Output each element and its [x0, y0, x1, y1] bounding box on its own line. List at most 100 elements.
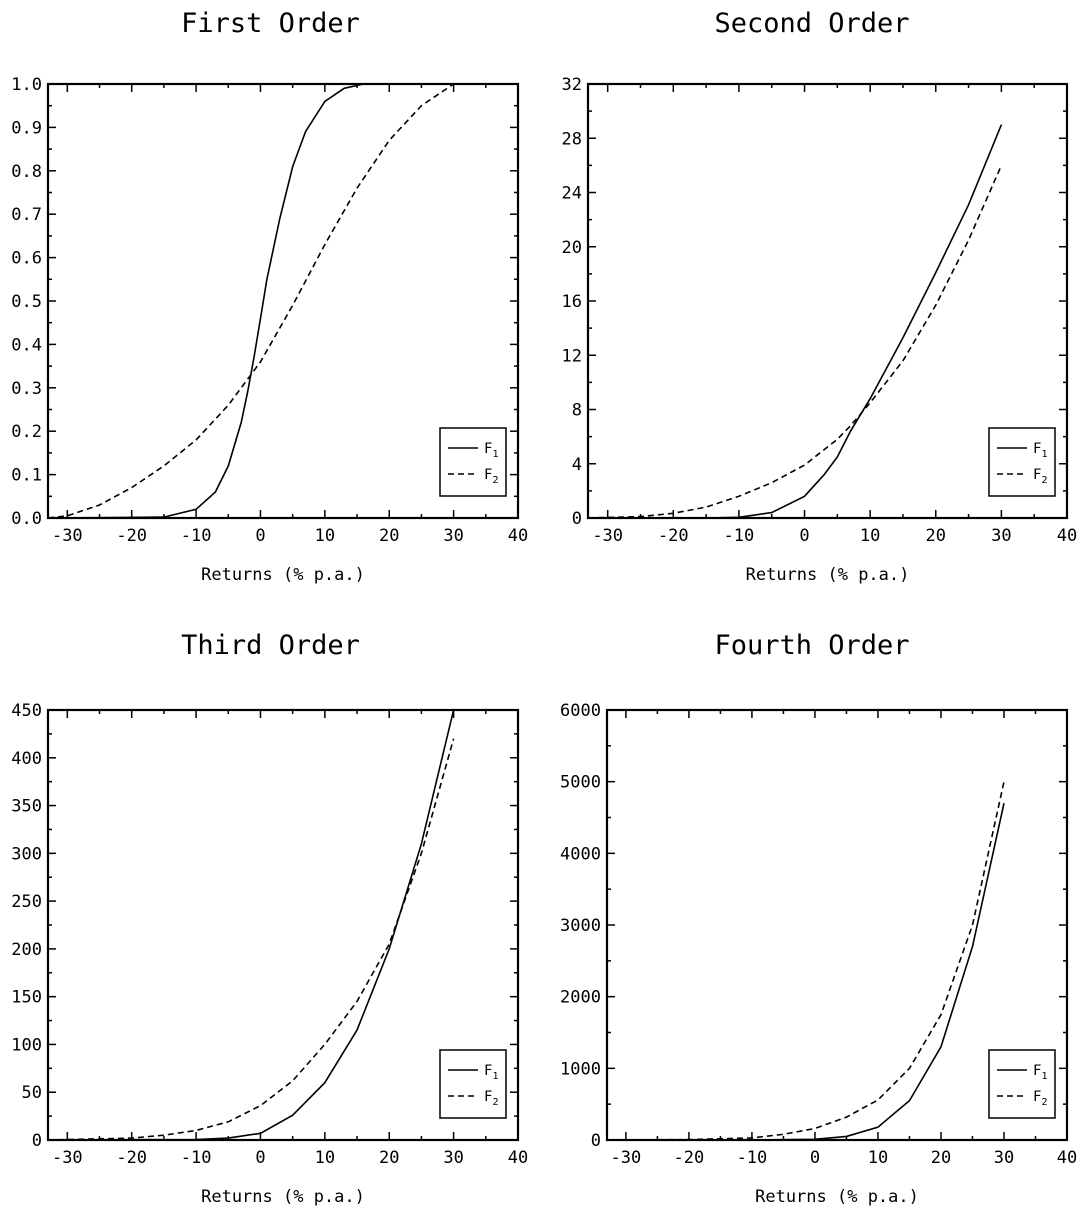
- legend-label: F2: [1033, 1089, 1047, 1108]
- x-tick-label: 20: [379, 1148, 399, 1168]
- y-tick-label: 200: [11, 940, 42, 960]
- chart-plot: -30 -20 -10 0 10 20 30 40 0.0 0.1 0.2 0.3 0.4 0.5 0.6 0…: [11, 75, 528, 585]
- chart-plot: -30 -20 -10 0 10 20 30 40 0 4 8 12 16 20 24 28 32 Returns…: [562, 75, 1078, 585]
- y-tick-label: 0.8: [11, 162, 42, 182]
- y-tick-label: 4: [572, 455, 582, 475]
- y-tick-label: 150: [11, 988, 42, 1008]
- x-tick-label: 20: [931, 1148, 951, 1168]
- x-tick-label: 40: [508, 526, 528, 546]
- legend-box: [988, 1049, 1056, 1119]
- legend-box: [439, 1049, 507, 1119]
- legend-box: [988, 427, 1056, 497]
- y-tick-label: 0.7: [11, 205, 42, 225]
- y-tick-label: 28: [562, 129, 582, 149]
- x-tick-label: 0: [255, 526, 265, 546]
- y-tick-label: 3000: [560, 916, 601, 936]
- x-tick-label: -20: [116, 1148, 147, 1168]
- x-axis-label: Returns (% p.a.): [201, 565, 365, 585]
- legend-box: [439, 427, 507, 497]
- y-tick-label: 4000: [560, 844, 601, 864]
- y-tick-label: 6000: [560, 701, 601, 721]
- chart-panel-first-order: First Order -30 -20 -10 0 10 20 30 40 0.0 0.1 0.2 0…: [0, 0, 541, 608]
- y-tick-label: 400: [11, 749, 42, 769]
- x-tick-label: -10: [181, 526, 212, 546]
- x-tick-label: 30: [991, 526, 1011, 546]
- y-tick-label: 1000: [560, 1059, 601, 1079]
- x-tick-label: -20: [658, 526, 689, 546]
- x-tick-label: 10: [868, 1148, 888, 1168]
- y-tick-label: 0.6: [11, 249, 42, 269]
- y-tick-label: 350: [11, 797, 42, 817]
- y-tick-label: 450: [11, 701, 42, 721]
- chart-title: Fourth Order: [714, 630, 910, 661]
- series-line-f1: [588, 124, 1003, 519]
- x-tick-label: 30: [994, 1148, 1014, 1168]
- y-tick-label: 0.2: [11, 422, 42, 442]
- x-axis-label: Returns (% p.a.): [755, 1187, 919, 1207]
- chart-title: First Order: [181, 8, 360, 39]
- y-tick-label: 8: [572, 401, 582, 421]
- x-tick-label: -20: [674, 1148, 705, 1168]
- y-tick-label: 5000: [560, 773, 601, 793]
- x-tick-label: 30: [443, 1148, 463, 1168]
- series-line-f2: [606, 781, 1005, 1141]
- x-tick-label: -30: [52, 1148, 83, 1168]
- x-tick-label: 10: [315, 526, 335, 546]
- x-tick-label: -10: [181, 1148, 212, 1168]
- x-tick-label: -10: [737, 1148, 768, 1168]
- y-tick-label: 0: [572, 509, 582, 529]
- y-tick-label: 16: [562, 292, 582, 312]
- y-tick-label: 2000: [560, 988, 601, 1008]
- series-line-f1: [607, 803, 1005, 1141]
- y-tick-label: 12: [562, 346, 582, 366]
- x-tick-label: 40: [1057, 1148, 1077, 1168]
- y-tick-label: 0.0: [11, 509, 42, 529]
- x-tick-label: -30: [611, 1148, 642, 1168]
- y-tick-label: 0.3: [11, 379, 42, 399]
- chart-panel-fourth-order: Fourth Order -30 -20 -10 0 10 20 30 40 0 1000 2000…: [541, 608, 1083, 1216]
- y-tick-label: 300: [11, 844, 42, 864]
- chart-plot: -30 -20 -10 0 10 20 30 40 0 1000 2000 3000 4000 5000 6…: [560, 701, 1077, 1207]
- x-tick-label: 40: [508, 1148, 528, 1168]
- y-tick-label: 0: [32, 1131, 42, 1151]
- y-tick-label: 50: [22, 1083, 42, 1103]
- y-tick-label: 100: [11, 1035, 42, 1055]
- y-tick-label: 0.5: [11, 292, 42, 312]
- y-tick-label: 0.4: [11, 335, 42, 355]
- y-tick-label: 1.0: [11, 75, 42, 95]
- y-tick-label: 250: [11, 892, 42, 912]
- x-tick-label: 0: [255, 1148, 265, 1168]
- legend-label: F1: [1033, 441, 1047, 460]
- legend-label: F1: [484, 1063, 498, 1082]
- y-tick-label: 0.9: [11, 118, 42, 138]
- series-line-f2: [47, 738, 455, 1141]
- legend-label: F2: [484, 1089, 498, 1108]
- y-tick-label: 0.1: [11, 466, 42, 486]
- legend-label: F1: [1033, 1063, 1047, 1082]
- x-tick-label: -20: [116, 526, 147, 546]
- legend-label: F2: [484, 467, 498, 486]
- x-tick-label: 0: [810, 1148, 820, 1168]
- chart-panel-second-order: Second Order -30 -20 -10 0 10 20 30 40 0 4 8 12 16 20…: [541, 0, 1083, 608]
- series-line-f2: [47, 83, 455, 519]
- chart-title: Third Order: [181, 630, 360, 661]
- x-tick-label: 30: [443, 526, 463, 546]
- y-tick-label: 32: [562, 75, 582, 95]
- x-tick-label: 10: [860, 526, 880, 546]
- x-tick-label: -30: [52, 526, 83, 546]
- series-line-f1: [47, 83, 454, 519]
- chart-title: Second Order: [714, 8, 910, 39]
- x-tick-label: 20: [926, 526, 946, 546]
- x-axis-label: Returns (% p.a.): [201, 1187, 365, 1207]
- chart-panel-third-order: Third Order -30 -20 -10 0 10 20 30 40 0 50 100 150 2…: [0, 608, 541, 1216]
- y-tick-label: 20: [562, 238, 582, 258]
- x-tick-label: 40: [1057, 526, 1077, 546]
- series-line-f1: [47, 709, 455, 1141]
- series-line-f2: [587, 165, 1003, 519]
- x-tick-label: 20: [379, 526, 399, 546]
- y-tick-label: 0: [591, 1131, 601, 1151]
